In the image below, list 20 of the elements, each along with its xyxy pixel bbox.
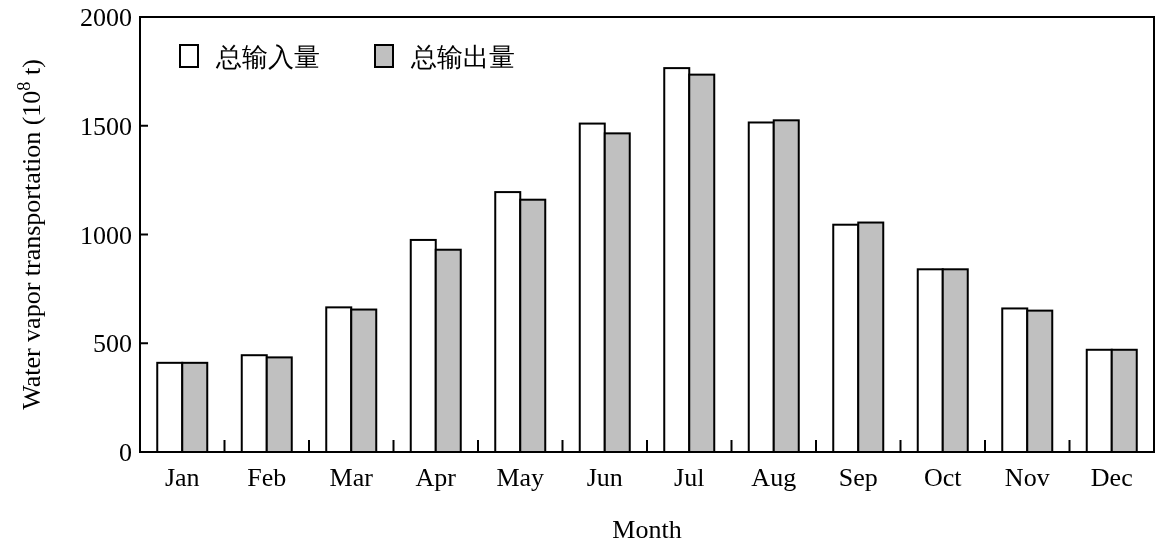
y-tick-label: 1500 — [80, 111, 132, 141]
x-tick-label: Feb — [247, 463, 287, 492]
x-axis-title: Month — [612, 515, 682, 544]
legend-label: 总输入量 — [215, 42, 320, 72]
x-tick-label: Aug — [751, 463, 797, 492]
x-tick-label: Mar — [329, 463, 374, 492]
y-tick-label: 0 — [119, 438, 132, 467]
x-tick-label: Oct — [923, 463, 963, 492]
x-tick-label: Sep — [838, 463, 878, 492]
y-tick-label: 500 — [93, 329, 132, 359]
y-tick-label: 1000 — [80, 220, 132, 250]
x-tick-label: Jan — [164, 463, 200, 492]
x-tick-label: Jun — [586, 463, 623, 492]
x-tick-label: Apr — [415, 463, 457, 492]
x-tick-label: Dec — [1090, 463, 1133, 492]
x-tick-label: Jul — [674, 463, 705, 492]
x-tick-label: Nov — [1004, 463, 1050, 492]
x-tick-label: May — [496, 463, 545, 492]
y-tick-label: 2000 — [80, 3, 132, 32]
legend-label: 总输出量 — [410, 42, 515, 72]
